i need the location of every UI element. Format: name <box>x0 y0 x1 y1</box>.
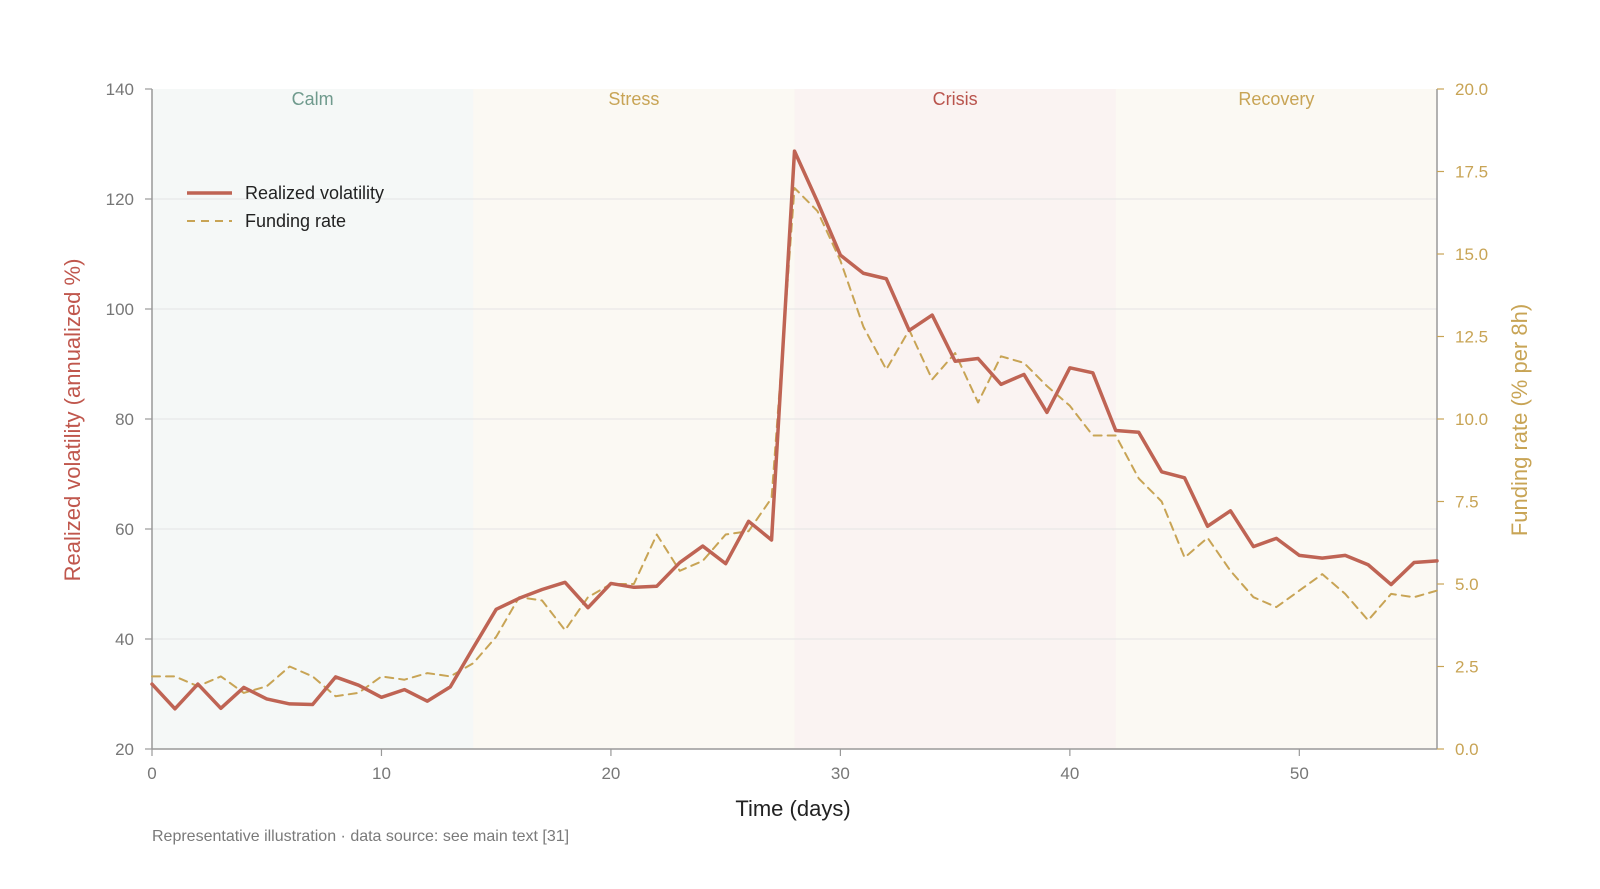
legend-label-funding-rate: Funding rate <box>245 211 346 231</box>
x-tick-label: 50 <box>1290 764 1309 783</box>
right-y-tick-label: 15.0 <box>1455 245 1488 264</box>
right-y-tick-label: 0.0 <box>1455 740 1479 759</box>
x-tick-label: 10 <box>372 764 391 783</box>
x-tick-label: 20 <box>601 764 620 783</box>
x-tick-label: 0 <box>147 764 156 783</box>
left-y-tick-label: 20 <box>115 740 134 759</box>
x-axis-title: Time (days) <box>735 796 850 821</box>
right-y-tick-label: 20.0 <box>1455 80 1488 99</box>
left-y-tick-label: 120 <box>106 190 134 209</box>
right-y-tick-label: 5.0 <box>1455 575 1479 594</box>
legend: Realized volatility Funding rate <box>187 183 384 231</box>
right-y-axis-title: Funding rate (% per 8h) <box>1507 304 1532 536</box>
x-tick-label: 40 <box>1060 764 1079 783</box>
legend-label-realized-volatility: Realized volatility <box>245 183 384 203</box>
series-lines <box>150 149 1439 711</box>
phase-label-calm: Calm <box>292 89 334 109</box>
left-y-axis-title: Realized volatility (annualized %) <box>60 259 85 582</box>
left-y-tick-label: 80 <box>115 410 134 429</box>
phase-label-recovery: Recovery <box>1238 89 1314 109</box>
axes: 0 10 20 30 40 50 20 40 60 80 100 120 140 0.0 2.5 5.0 7.5… <box>106 80 1488 783</box>
left-y-tick-label: 40 <box>115 630 134 649</box>
right-y-tick-label: 17.5 <box>1455 163 1488 182</box>
left-y-tick-label: 100 <box>106 300 134 319</box>
series-line-realized-volatility <box>150 149 1439 711</box>
right-y-tick-label: 7.5 <box>1455 493 1479 512</box>
right-y-tick-label: 12.5 <box>1455 328 1488 347</box>
phase-labels: Calm Stress Crisis Recovery <box>292 89 1315 109</box>
x-tick-label: 30 <box>831 764 850 783</box>
right-y-tick-label: 10.0 <box>1455 410 1488 429</box>
left-y-tick-label: 140 <box>106 80 134 99</box>
phase-label-stress: Stress <box>608 89 659 109</box>
left-y-tick-label: 60 <box>115 520 134 539</box>
right-y-tick-label: 2.5 <box>1455 658 1479 677</box>
footnote: Representative illustration · data sourc… <box>152 828 569 845</box>
phase-label-crisis: Crisis <box>933 89 978 109</box>
